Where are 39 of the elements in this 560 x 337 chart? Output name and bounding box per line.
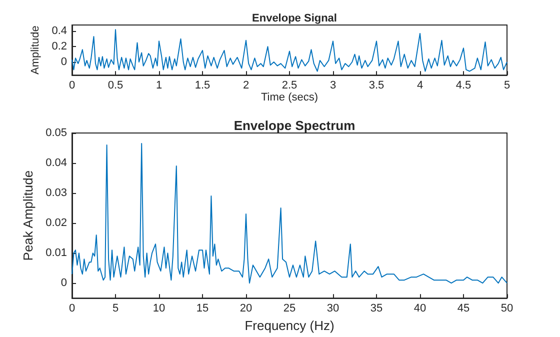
y-tick-label: 0.2 xyxy=(52,40,67,53)
y-tick-label: 0 xyxy=(60,56,67,68)
x-tick-label: 3.5 xyxy=(368,80,384,92)
x-tick-label: 0.5 xyxy=(108,80,124,92)
x-axis-title: Time (secs) xyxy=(260,92,318,104)
x-tick-label: 35 xyxy=(370,302,383,315)
x-tick-label: 30 xyxy=(326,302,340,315)
x-tick-label: 1.5 xyxy=(194,80,210,92)
x-tick-label: 5 xyxy=(112,302,119,315)
line-series xyxy=(72,143,508,284)
x-tick-label: 15 xyxy=(196,302,209,315)
x-tick-label: 3 xyxy=(330,80,336,92)
y-tick-label: 0.03 xyxy=(46,187,67,200)
x-tick-label: 4.5 xyxy=(456,80,472,92)
x-tick-label: 0 xyxy=(68,80,76,92)
line-series xyxy=(72,29,508,72)
x-tick-label: 10 xyxy=(152,302,166,315)
y-axis-title: Peak Amplitude xyxy=(20,170,36,261)
x-tick-label: 25 xyxy=(283,302,296,315)
x-tick-label: 5 xyxy=(504,80,510,92)
y-tick-label: 0.01 xyxy=(46,247,67,260)
x-tick-label: 2 xyxy=(242,80,250,92)
x-tick-label: 40 xyxy=(414,302,426,315)
y-tick-label: 0.05 xyxy=(46,127,67,139)
chart-title: Envelope Signal xyxy=(252,12,337,24)
x-tick-label: 1 xyxy=(156,80,162,92)
x-tick-label: 20 xyxy=(240,302,252,315)
chart-title: Envelope Spectrum xyxy=(234,118,356,133)
x-tick-label: 50 xyxy=(500,302,514,315)
x-tick-label: 0 xyxy=(68,302,76,315)
y-axis-title: Amplitude xyxy=(29,26,42,75)
x-axis-title: Frequency (Hz) xyxy=(244,318,334,333)
y-tick-label: 0.4 xyxy=(52,25,67,38)
x-tick-label: 45 xyxy=(457,302,470,315)
x-tick-label: 2.5 xyxy=(282,80,298,92)
y-tick-label: 0.02 xyxy=(46,217,67,230)
y-tick-label: 0.04 xyxy=(46,157,67,170)
x-tick-label: 4 xyxy=(416,80,424,92)
y-tick-label: 0 xyxy=(60,277,67,290)
